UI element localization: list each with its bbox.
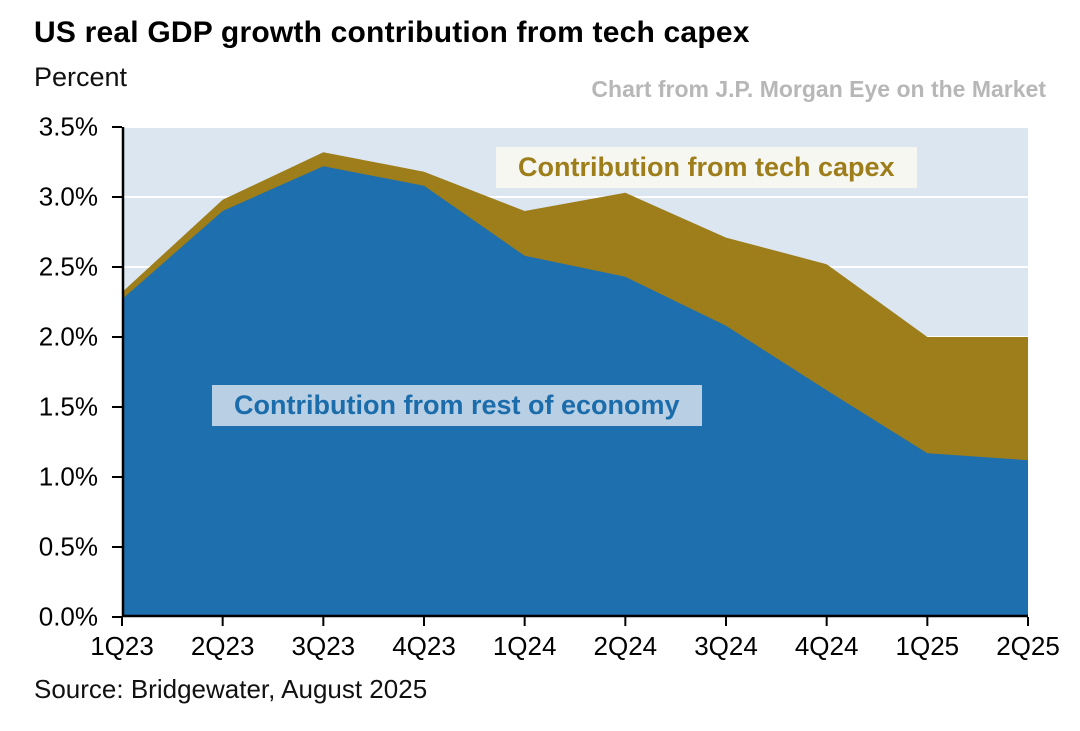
y-axis-tick-label: 0.5% <box>38 531 98 562</box>
tech-capex-series-label: Contribution from tech capex <box>496 147 917 188</box>
x-axis-tick-label: 4Q24 <box>794 631 859 661</box>
y-axis-tick-label: 2.5% <box>38 251 98 282</box>
rest-of-economy-series-label: Contribution from rest of economy <box>212 385 702 426</box>
x-axis-tick-label: 1Q23 <box>90 631 154 661</box>
x-axis-labels: 1Q23 2Q23 3Q23 4Q23 1Q24 2Q24 3Q24 4Q24 1Q25 2Q25 <box>90 631 1060 667</box>
chart-credit: Chart from J.P. Morgan Eye on the Market <box>591 76 1046 102</box>
x-axis-tick-label: 2Q23 <box>190 631 255 661</box>
y-axis-tick-label: 3.0% <box>38 181 98 212</box>
y-axis-labels: 0.0% 0.5% 1.0% 1.5% 2.0% 2.5% 3.0% 3.5% <box>0 112 112 632</box>
y-axis-tick-label: 1.0% <box>38 461 98 492</box>
x-axis-tick-label: 2Q25 <box>996 631 1060 661</box>
plot-area: Contribution from tech capex Contributio… <box>112 126 1029 626</box>
y-axis-tick-label: 0.0% <box>38 601 98 632</box>
x-axis-tick-label: 3Q23 <box>291 631 356 661</box>
x-axis-tick-label: 2Q24 <box>593 631 658 661</box>
y-axis-tick-label: 2.0% <box>38 321 98 352</box>
x-axis-tick-label: 1Q25 <box>895 631 960 661</box>
x-axis-tick-label: 3Q24 <box>694 631 758 661</box>
y-axis-tick-label: 1.5% <box>38 391 98 422</box>
stacked-area-chart <box>112 126 1029 626</box>
y-axis-tick-label: 3.5% <box>38 111 98 142</box>
source-note: Source: Bridgewater, August 2025 <box>34 674 428 704</box>
y-axis-title: Percent <box>34 62 128 92</box>
x-axis-tick-label: 4Q23 <box>392 631 456 661</box>
page-title: US real GDP growth contribution from tec… <box>34 16 750 49</box>
x-axis-tick-label: 1Q24 <box>492 631 557 661</box>
